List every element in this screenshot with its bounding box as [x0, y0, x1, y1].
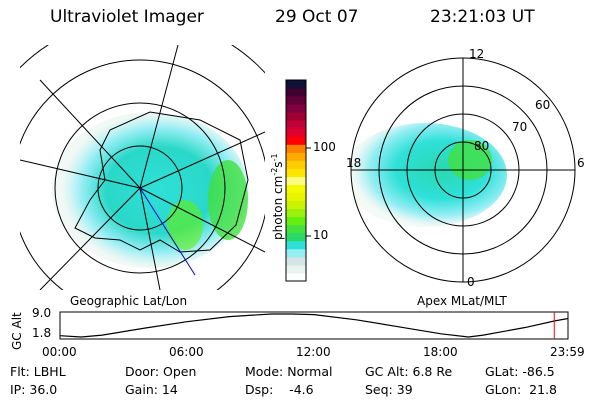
- mlt-label-18: 18: [346, 156, 362, 170]
- sun-direction-line: [139, 187, 196, 276]
- gain-info: Gain: 14: [125, 382, 178, 397]
- orbit-altitude-line: [59, 313, 569, 338]
- colorbar-segment: [286, 160, 306, 169]
- colorbar-segment: [286, 168, 306, 177]
- colorbar-unit: photon cm-2s-1: [270, 153, 285, 240]
- apex-polar-plot: [350, 57, 576, 283]
- colorbar-segment: [286, 80, 306, 89]
- mlat-label-70: 70: [512, 120, 528, 134]
- dsp-info: Dsp: -4.6: [245, 382, 314, 397]
- instrument-title: Ultraviolet Imager: [50, 7, 204, 27]
- colorbar-segment: [286, 248, 306, 258]
- antarctica-coastline: [74, 111, 249, 253]
- orbit-plot: [59, 311, 569, 340]
- door-info: Door: Open: [125, 364, 197, 379]
- time-label: 23:21:03 UT: [430, 7, 535, 27]
- orbit-ytick-min: 1.8: [32, 326, 52, 340]
- colorbar-segment: [286, 232, 306, 242]
- colorbar-ticks: [306, 147, 311, 237]
- colorbar-segment: [286, 208, 306, 218]
- colorbar-segment: [286, 112, 306, 121]
- glat-info: GLat: -86.5: [485, 364, 555, 379]
- colorbar-segment: [286, 240, 306, 250]
- geographic-map: [20, 45, 265, 290]
- colorbar-segment: [286, 88, 306, 97]
- colorbar-segment: [286, 272, 306, 282]
- colorbar-segment: [286, 256, 306, 266]
- right-panel-label: Apex MLat/MLT: [417, 294, 507, 308]
- colorbar-segment: [286, 184, 306, 194]
- colorbar-segment: [286, 264, 306, 274]
- ip-info: IP: 36.0: [10, 382, 58, 397]
- orbit-ytick-max: 9.0: [32, 306, 52, 320]
- left-panel-label: Geographic Lat/Lon: [70, 294, 188, 308]
- gc-alt-info: GC Alt: 6.8 Re: [365, 364, 453, 379]
- colorbar-segment: [286, 192, 306, 202]
- mlat-label-80: 80: [474, 139, 490, 153]
- latitude-circles: [20, 45, 265, 290]
- colorbar: [286, 80, 306, 282]
- date-label: 29 Oct 07: [275, 7, 359, 27]
- aurora-bright-region: [208, 160, 248, 240]
- orbit-xtick: 23:59: [550, 345, 585, 359]
- seq-info: Seq: 39: [365, 382, 413, 397]
- filter-info: Flt: LBHL: [10, 364, 66, 379]
- colorbar-segment: [286, 152, 306, 161]
- mlt-label-12: 12: [469, 47, 485, 61]
- colorbar-segment: [286, 96, 306, 105]
- orbit-xtick: 06:00: [169, 345, 204, 359]
- orbit-xtick: 00:00: [42, 345, 77, 359]
- orbit-ylabel: GC Alt: [10, 312, 24, 350]
- mode-info: Mode: Normal: [245, 364, 333, 379]
- colorbar-tick-100: 100: [313, 140, 336, 154]
- colorbar-segment: [286, 176, 306, 186]
- colorbar-segment: [286, 200, 306, 210]
- orbit-xtick: 18:00: [423, 345, 458, 359]
- colorbar-segment: [286, 136, 306, 145]
- colorbar-segment: [286, 144, 306, 153]
- colorbar-segment: [286, 128, 306, 137]
- glon-info: GLon: 21.8: [485, 382, 557, 397]
- mlat-label-60: 60: [535, 98, 551, 112]
- colorbar-segment: [286, 224, 306, 234]
- orbit-xtick: 12:00: [296, 345, 331, 359]
- colorbar-segment: [286, 104, 306, 113]
- colorbar-segment: [286, 216, 306, 226]
- colorbar-segment: [286, 120, 306, 129]
- longitude-lines: [20, 45, 265, 290]
- mlt-label-6: 6: [577, 156, 585, 170]
- mlt-label-0: 0: [467, 275, 475, 289]
- colorbar-tick-10: 10: [313, 228, 329, 242]
